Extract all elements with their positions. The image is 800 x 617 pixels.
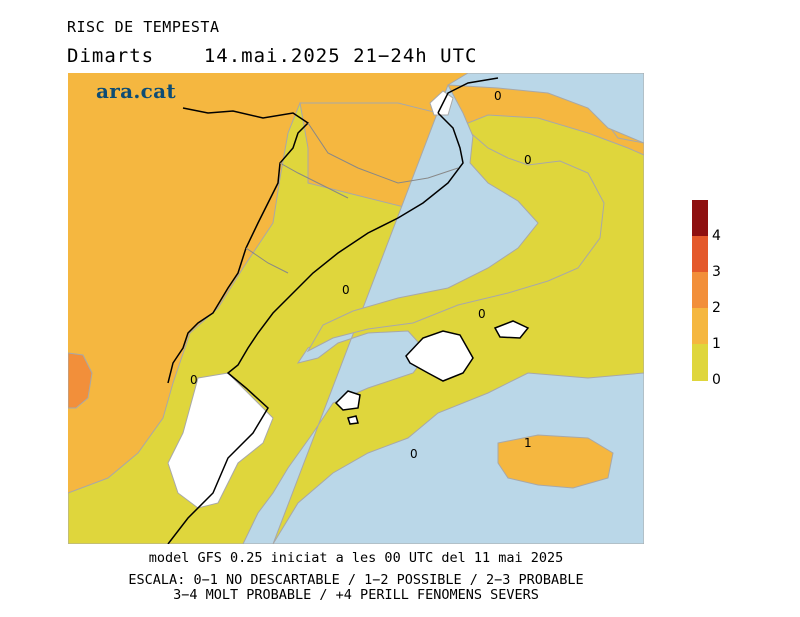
legend-label-0: 0	[712, 372, 721, 388]
island-mallorca	[405, 330, 474, 382]
legend-swatch-level-1	[692, 308, 708, 344]
contour-label: 0	[190, 373, 198, 387]
scale-explanation-line-2: 3−4 MOLT PROBABLE / +4 PERILL FENOMENS S…	[173, 587, 539, 603]
forecast-day: Dimarts	[67, 45, 155, 67]
contour-label: 0	[342, 283, 350, 297]
risk-low-sea-area	[306, 133, 605, 353]
contour-label: 0	[410, 447, 418, 461]
contour-label: 0	[524, 153, 532, 167]
contour-label: 1	[524, 436, 532, 450]
region-borders	[245, 122, 459, 274]
contour-label: 0	[478, 307, 486, 321]
legend-label-2: 2	[712, 300, 721, 316]
no-risk-spot-north	[429, 90, 454, 116]
storm-risk-map: 0 0 0 0 0 0 1	[68, 73, 644, 544]
forecast-subtitle: Dimarts 14.mai.2025 21−24h UTC	[67, 45, 478, 67]
legend-swatch-level-3	[692, 236, 708, 272]
island-menorca	[493, 320, 530, 339]
forecast-date-time: 14.mai.2025 21−24h UTC	[203, 45, 478, 67]
ara-cat-logo[interactable]: ara.cat	[96, 79, 176, 103]
no-risk-area-southwest	[167, 372, 274, 509]
scale-explanation-line-1: ESCALA: 0−1 NO DESCARTABLE / 1−2 POSSIBL…	[128, 572, 584, 588]
map-title: RISC DE TEMPESTA	[67, 18, 220, 36]
border-line	[167, 107, 310, 384]
model-info: model GFS 0.25 iniciat a les 00 UTC del …	[148, 550, 564, 566]
risk-2-spot-west	[68, 352, 93, 409]
legend-swatch-level-2	[692, 272, 708, 308]
legend-label-4: 4	[712, 228, 721, 244]
island-formentera	[347, 415, 359, 425]
risk-1-area-south	[497, 434, 614, 489]
contour-label: 0	[494, 89, 502, 103]
island-ibiza	[334, 390, 361, 411]
legend-swatch-level-0	[692, 344, 708, 381]
legend-label-3: 3	[712, 264, 721, 280]
legend-swatch-level-4	[692, 200, 708, 236]
legend-label-1: 1	[712, 336, 721, 352]
coastline	[167, 77, 499, 544]
